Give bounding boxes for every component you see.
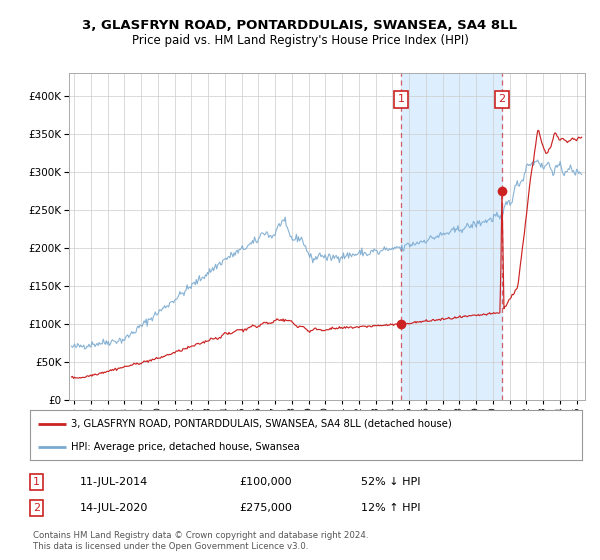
Text: £275,000: £275,000 xyxy=(240,503,293,513)
Bar xyxy=(401,73,502,400)
Text: 2: 2 xyxy=(33,503,40,513)
Text: HPI: Average price, detached house, Swansea: HPI: Average price, detached house, Swan… xyxy=(71,442,300,452)
Text: 52% ↓ HPI: 52% ↓ HPI xyxy=(361,477,421,487)
Text: 1: 1 xyxy=(33,477,40,487)
Text: 11-JUL-2014: 11-JUL-2014 xyxy=(80,477,148,487)
Text: 3, GLASFRYN ROAD, PONTARDDULAIS, SWANSEA, SA4 8LL (detached house): 3, GLASFRYN ROAD, PONTARDDULAIS, SWANSEA… xyxy=(71,418,452,428)
Text: 14-JUL-2020: 14-JUL-2020 xyxy=(80,503,148,513)
Text: 1: 1 xyxy=(398,95,405,105)
Text: Price paid vs. HM Land Registry's House Price Index (HPI): Price paid vs. HM Land Registry's House … xyxy=(131,34,469,48)
Text: £100,000: £100,000 xyxy=(240,477,292,487)
Text: 2: 2 xyxy=(498,95,505,105)
Text: Contains HM Land Registry data © Crown copyright and database right 2024.: Contains HM Land Registry data © Crown c… xyxy=(33,531,368,540)
Text: 3, GLASFRYN ROAD, PONTARDDULAIS, SWANSEA, SA4 8LL: 3, GLASFRYN ROAD, PONTARDDULAIS, SWANSEA… xyxy=(82,18,518,32)
Text: This data is licensed under the Open Government Licence v3.0.: This data is licensed under the Open Gov… xyxy=(33,542,308,551)
Text: 12% ↑ HPI: 12% ↑ HPI xyxy=(361,503,421,513)
